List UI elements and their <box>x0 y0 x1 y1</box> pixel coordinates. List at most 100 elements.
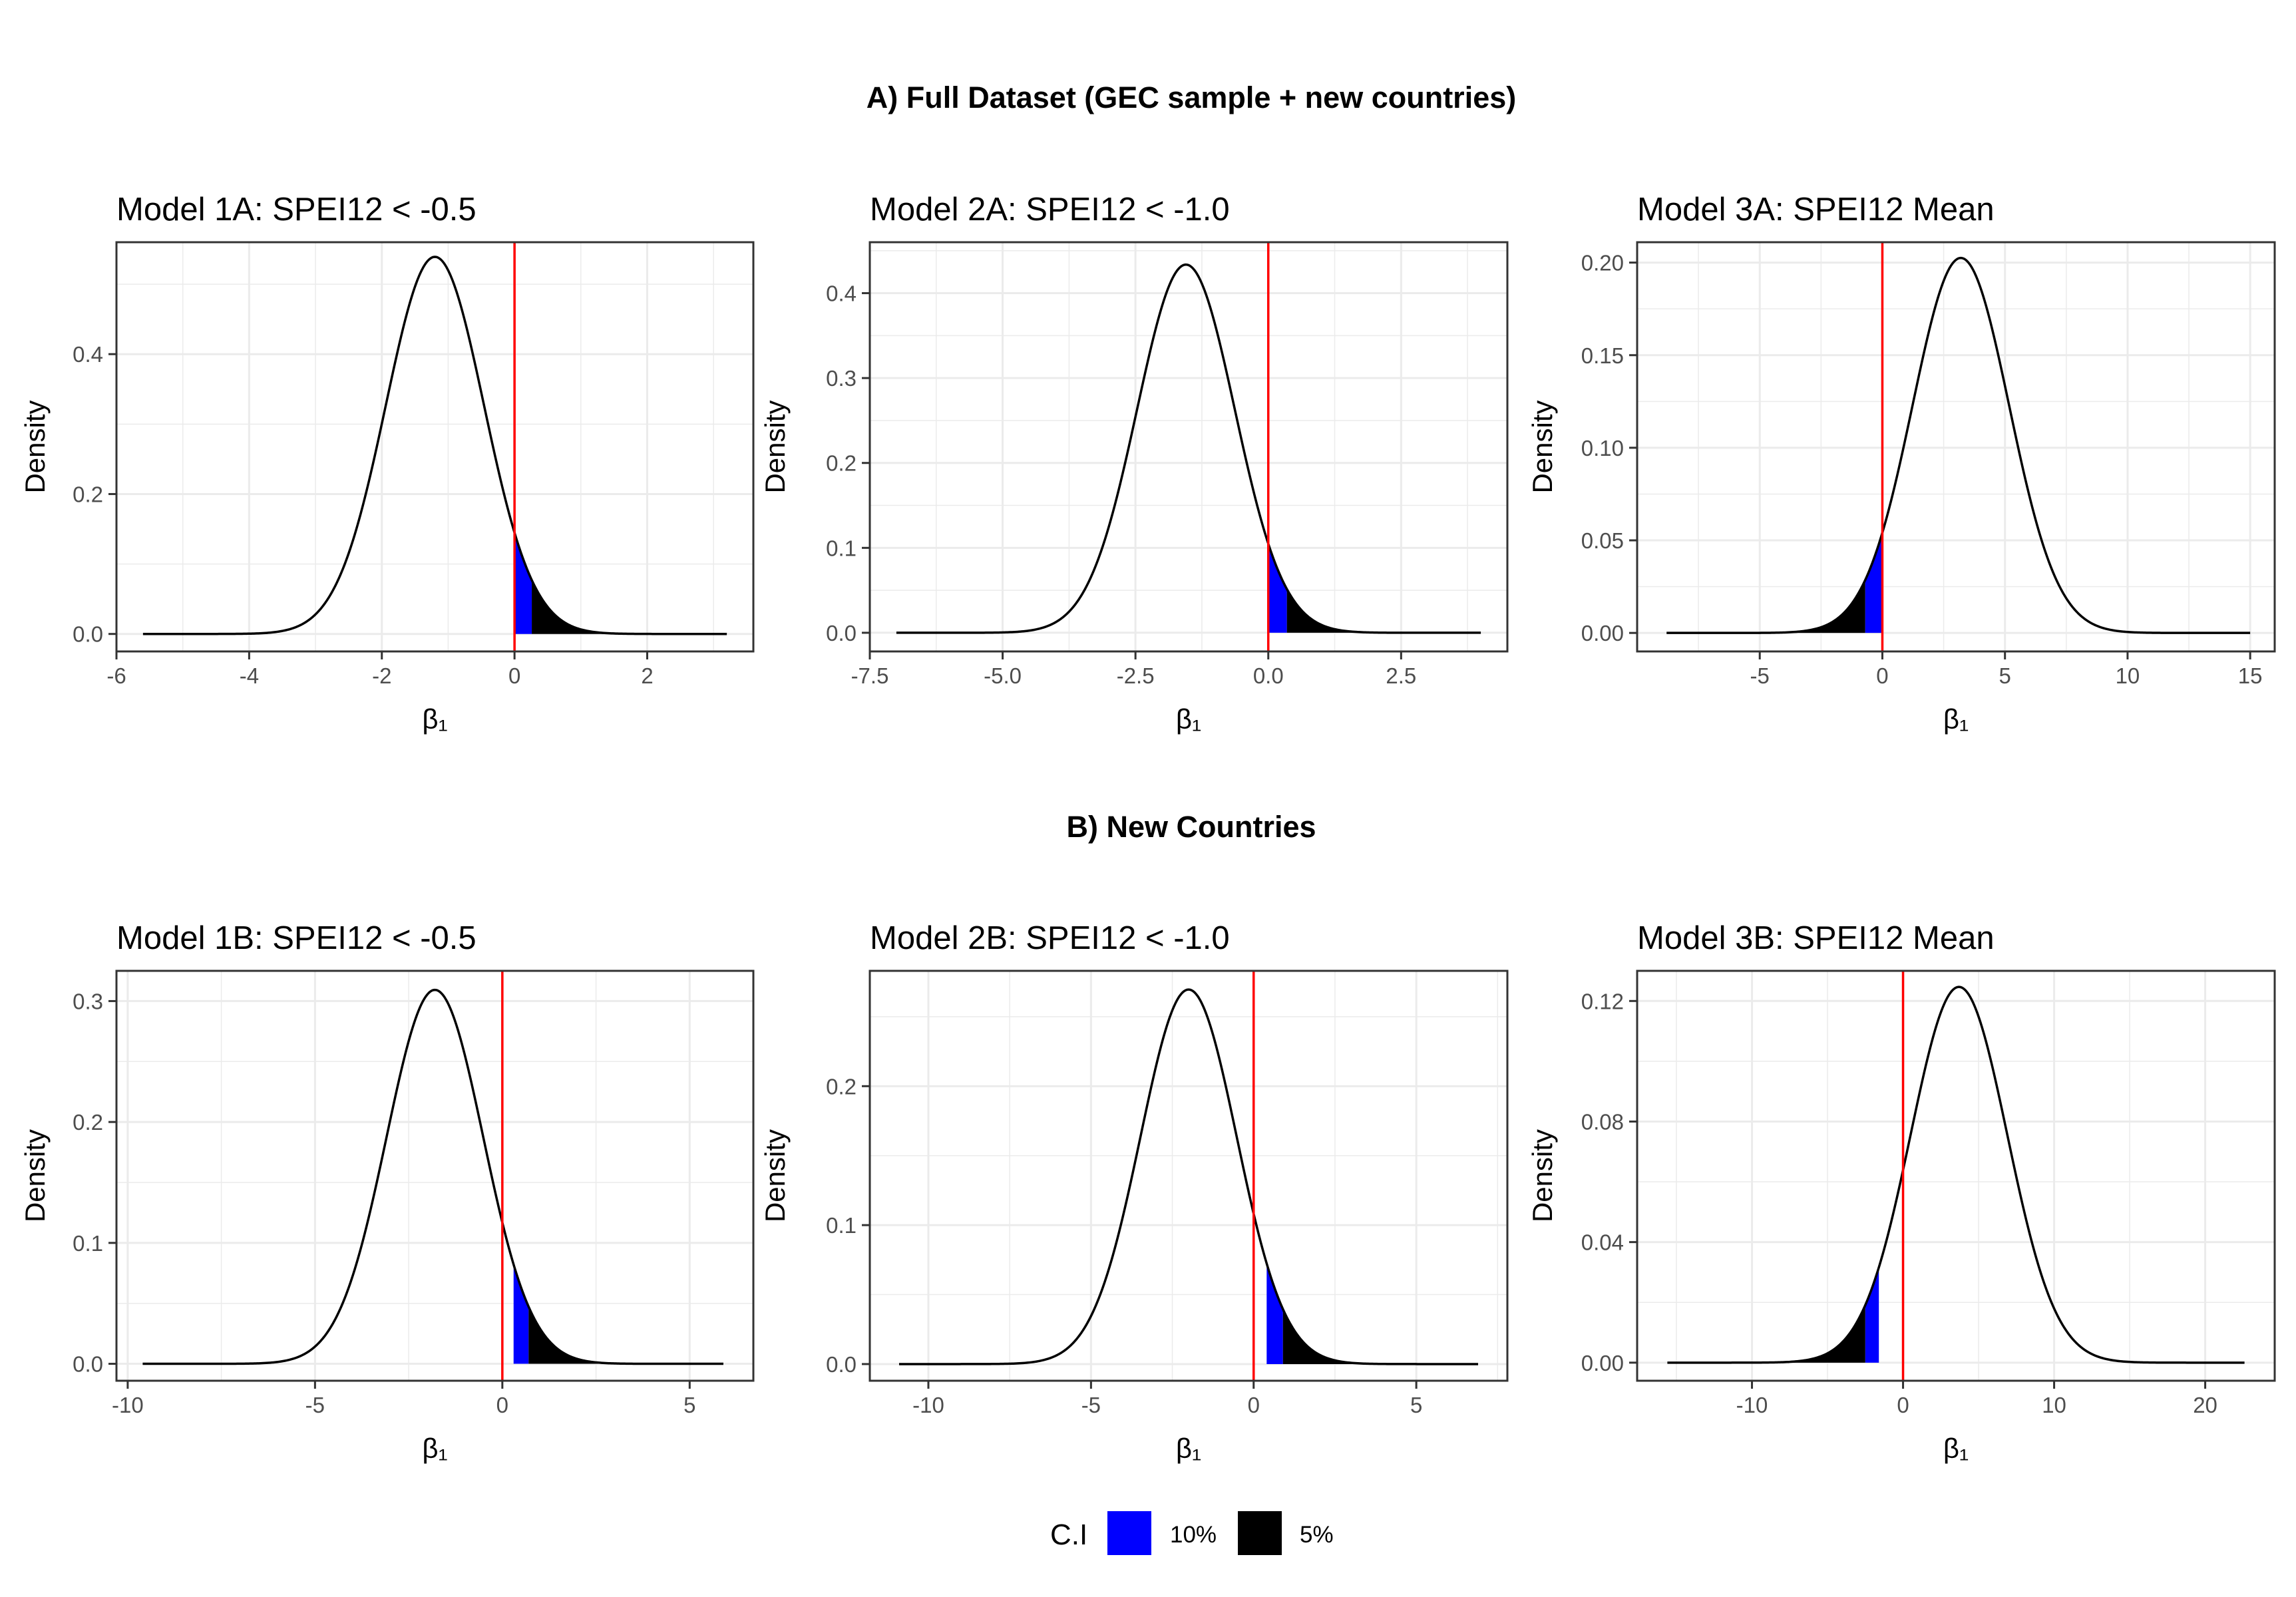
y-tick-label: 0.04 <box>1581 1230 1624 1255</box>
density-curve <box>898 988 1479 1365</box>
ci-10-area <box>1268 544 1287 633</box>
y-axis-title: Density <box>759 400 791 493</box>
ci-10-area <box>1865 532 1883 633</box>
y-tick-label: 0.05 <box>1581 528 1624 553</box>
panel-title: Model 3A: SPEI12 Mean <box>1637 192 1995 228</box>
ci-10-area <box>514 532 532 634</box>
y-tick-label: 0.4 <box>826 281 857 306</box>
x-tick-label: -5 <box>305 1393 325 1417</box>
x-tick-label: -10 <box>912 1393 944 1417</box>
legend-label-5: 5% <box>1300 1522 1334 1548</box>
x-tick-label: -5 <box>1750 663 1770 688</box>
y-tick-label: 0.12 <box>1581 989 1624 1013</box>
legend-swatch-10 <box>1107 1511 1151 1555</box>
y-tick-label: 0.15 <box>1581 343 1624 368</box>
panel-2: Model 2A: SPEI12 < -1.0 -7.5 -5.0 -2.5 0.0 2.… <box>759 192 1509 735</box>
y-tick-label: 0.1 <box>826 1213 857 1238</box>
y-tick-label: 0.1 <box>73 1231 103 1256</box>
x-axis-title: β₁ <box>1176 1433 1201 1464</box>
y-tick-label: 0.3 <box>73 989 103 1013</box>
x-tick-label: 0 <box>508 663 520 688</box>
y-axis-title: Density <box>759 1129 791 1222</box>
legend: C.I 10% 5% <box>1050 1511 1334 1555</box>
panel-4: Model 1B: SPEI12 < -0.5 -10 -5 0 5 0.0 0.1 0.2 0… <box>19 920 755 1464</box>
panel-border <box>868 241 1509 653</box>
density-curve <box>1667 985 2245 1364</box>
ci-10-area <box>513 1264 529 1364</box>
x-tick-label: 0 <box>1876 663 1888 688</box>
x-tick-label: 0 <box>496 1393 508 1417</box>
x-tick-label: -2 <box>372 663 391 688</box>
x-axis-title: β₁ <box>1176 703 1201 735</box>
y-axis-title: Density <box>19 400 51 493</box>
panel-title: Model 2B: SPEI12 < -1.0 <box>870 920 1230 956</box>
density-curve <box>142 988 723 1365</box>
y-tick-label: 0.2 <box>826 1074 857 1099</box>
panel-title: Model 1B: SPEI12 < -0.5 <box>116 920 477 956</box>
legend-swatch-5 <box>1238 1511 1282 1555</box>
density-curve <box>896 263 1481 634</box>
x-tick-label: 0 <box>1248 1393 1260 1417</box>
x-tick-label: -4 <box>240 663 259 688</box>
y-tick-label: 0.1 <box>826 536 857 560</box>
x-tick-label: 10 <box>2042 1393 2066 1417</box>
y-tick-label: 0.0 <box>73 1352 103 1377</box>
x-tick-label: -7.5 <box>851 663 889 688</box>
panel-border <box>1636 970 2276 1382</box>
y-tick-label: 0.0 <box>73 622 103 647</box>
panel-title: Model 3B: SPEI12 Mean <box>1637 920 1995 956</box>
y-tick-label: 0.00 <box>1581 1351 1624 1375</box>
section-title-a: A) Full Dataset (GEC sample + new countr… <box>866 81 1516 114</box>
y-axis-title: Density <box>1527 1129 1558 1222</box>
y-tick-label: 0.3 <box>826 366 857 391</box>
x-tick-label: -5.0 <box>984 663 1022 688</box>
x-tick-label: 20 <box>2193 1393 2217 1417</box>
panel-3: Model 3A: SPEI12 Mean -5 0 5 10 15 0.00 0.05 0.1… <box>1527 192 2276 735</box>
panel-border <box>115 970 755 1382</box>
density-curve <box>142 256 727 635</box>
y-tick-label: 0.2 <box>73 482 103 506</box>
panels: Model 1A: SPEI12 < -0.5 -6 -4 -2 0 2 0.0 0.2 0.4… <box>19 192 2276 1464</box>
x-tick-label: 15 <box>2238 663 2263 688</box>
density-curve <box>1666 256 2251 634</box>
ci-5-area <box>1286 589 1481 633</box>
y-tick-label: 0.2 <box>73 1110 103 1135</box>
ci-5-area <box>528 1306 723 1364</box>
x-axis-title: β₁ <box>1943 703 1969 735</box>
x-axis-title: β₁ <box>422 1433 447 1464</box>
y-tick-label: 0.4 <box>73 342 103 367</box>
panel-5: Model 2B: SPEI12 < -1.0 -10 -5 0 5 0.0 0.1 0.2 β… <box>759 920 1509 1464</box>
y-tick-label: 0.20 <box>1581 251 1624 275</box>
x-tick-label: -5 <box>1081 1393 1101 1417</box>
x-tick-label: -6 <box>106 663 126 688</box>
panel-border <box>868 970 1509 1382</box>
ci-10-area <box>1865 1267 1879 1363</box>
y-tick-label: 0.2 <box>826 451 857 476</box>
y-tick-label: 0.08 <box>1581 1109 1624 1134</box>
x-axis-title: β₁ <box>1943 1433 1969 1464</box>
x-tick-label: -2.5 <box>1117 663 1155 688</box>
x-tick-label: 0.0 <box>1253 663 1284 688</box>
ci-5-area <box>1666 580 1865 633</box>
y-tick-label: 0.10 <box>1581 436 1624 460</box>
section-title-b: B) New Countries <box>1066 810 1316 844</box>
x-axis-title: β₁ <box>422 703 447 735</box>
ci-5-area <box>1282 1309 1479 1364</box>
legend-title: C.I <box>1050 1518 1087 1551</box>
x-tick-label: 2.5 <box>1386 663 1416 688</box>
x-tick-label: 10 <box>2116 663 2140 688</box>
panel-title: Model 1A: SPEI12 < -0.5 <box>116 192 477 228</box>
y-axis-title: Density <box>19 1129 51 1222</box>
ci-10-area <box>1266 1263 1283 1364</box>
ci-5-area <box>532 580 727 634</box>
panel-6: Model 3B: SPEI12 Mean -10 0 10 20 0.00 0.04 0.0… <box>1527 920 2276 1464</box>
x-tick-label: -10 <box>112 1393 144 1417</box>
x-tick-label: 5 <box>1410 1393 1422 1417</box>
panel-title: Model 2A: SPEI12 < -1.0 <box>870 192 1230 228</box>
panel-1: Model 1A: SPEI12 < -0.5 -6 -4 -2 0 2 0.0 0.2 0.4… <box>19 192 755 735</box>
x-tick-label: 0 <box>1897 1393 1909 1417</box>
y-tick-label: 0.00 <box>1581 621 1624 645</box>
y-axis-title: Density <box>1527 400 1558 493</box>
